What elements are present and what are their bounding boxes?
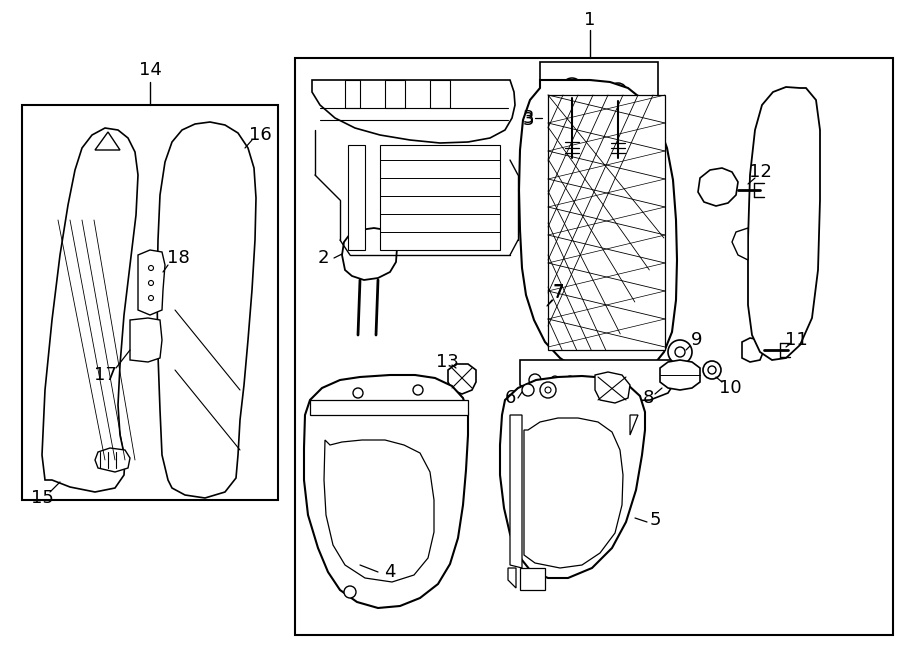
Circle shape bbox=[540, 382, 556, 398]
Circle shape bbox=[532, 299, 554, 321]
Polygon shape bbox=[95, 132, 120, 150]
Polygon shape bbox=[510, 415, 522, 568]
Polygon shape bbox=[519, 80, 677, 378]
Circle shape bbox=[708, 366, 716, 374]
Text: 9: 9 bbox=[691, 331, 703, 349]
Text: 17: 17 bbox=[94, 366, 116, 384]
Polygon shape bbox=[348, 145, 365, 250]
Text: 12: 12 bbox=[749, 163, 771, 181]
Circle shape bbox=[529, 374, 541, 386]
Circle shape bbox=[551, 376, 559, 384]
Polygon shape bbox=[342, 228, 397, 280]
Polygon shape bbox=[520, 360, 675, 402]
Text: 2: 2 bbox=[317, 249, 328, 267]
Circle shape bbox=[353, 388, 363, 398]
Text: 7: 7 bbox=[553, 283, 563, 301]
Polygon shape bbox=[630, 415, 638, 435]
Polygon shape bbox=[748, 87, 820, 360]
Circle shape bbox=[538, 305, 548, 315]
Polygon shape bbox=[345, 80, 360, 108]
Polygon shape bbox=[448, 364, 476, 394]
Circle shape bbox=[522, 384, 534, 396]
Text: 7: 7 bbox=[553, 284, 563, 302]
Polygon shape bbox=[698, 168, 738, 206]
Bar bbox=[22, 105, 278, 500]
Polygon shape bbox=[660, 360, 700, 390]
Text: 16: 16 bbox=[248, 126, 272, 144]
Polygon shape bbox=[310, 400, 468, 415]
Polygon shape bbox=[130, 318, 162, 362]
Polygon shape bbox=[430, 80, 450, 108]
Polygon shape bbox=[742, 338, 764, 362]
Polygon shape bbox=[548, 95, 665, 350]
Circle shape bbox=[148, 295, 154, 301]
Polygon shape bbox=[95, 448, 130, 472]
Circle shape bbox=[545, 387, 551, 393]
Circle shape bbox=[675, 347, 685, 357]
Polygon shape bbox=[312, 80, 515, 143]
Text: 10: 10 bbox=[719, 379, 742, 397]
Polygon shape bbox=[304, 375, 468, 608]
Circle shape bbox=[562, 78, 582, 98]
Text: 3: 3 bbox=[522, 109, 534, 127]
Polygon shape bbox=[595, 372, 630, 403]
Polygon shape bbox=[500, 376, 645, 578]
Circle shape bbox=[614, 88, 622, 96]
Text: 8: 8 bbox=[643, 389, 653, 407]
Polygon shape bbox=[520, 568, 545, 590]
Polygon shape bbox=[732, 228, 748, 260]
Circle shape bbox=[148, 280, 154, 286]
Polygon shape bbox=[385, 80, 405, 108]
Polygon shape bbox=[42, 128, 138, 492]
Polygon shape bbox=[508, 568, 516, 588]
Circle shape bbox=[413, 385, 423, 395]
Text: 6: 6 bbox=[504, 389, 516, 407]
Circle shape bbox=[668, 340, 692, 364]
Text: 5: 5 bbox=[649, 511, 661, 529]
Circle shape bbox=[609, 83, 627, 101]
Text: 18: 18 bbox=[166, 249, 189, 267]
Polygon shape bbox=[380, 145, 500, 250]
Text: 1: 1 bbox=[584, 11, 596, 29]
Text: 15: 15 bbox=[31, 489, 53, 507]
Circle shape bbox=[148, 266, 154, 270]
Bar bbox=[295, 58, 893, 635]
Bar bbox=[540, 62, 658, 172]
Text: 11: 11 bbox=[785, 331, 807, 349]
Text: 14: 14 bbox=[139, 61, 161, 79]
Polygon shape bbox=[157, 122, 256, 498]
Text: 3: 3 bbox=[522, 111, 534, 129]
Circle shape bbox=[703, 361, 721, 379]
Circle shape bbox=[568, 84, 576, 92]
Text: 13: 13 bbox=[436, 353, 458, 371]
Circle shape bbox=[566, 376, 574, 384]
Text: 4: 4 bbox=[384, 563, 396, 581]
Polygon shape bbox=[138, 250, 165, 315]
Circle shape bbox=[344, 586, 356, 598]
